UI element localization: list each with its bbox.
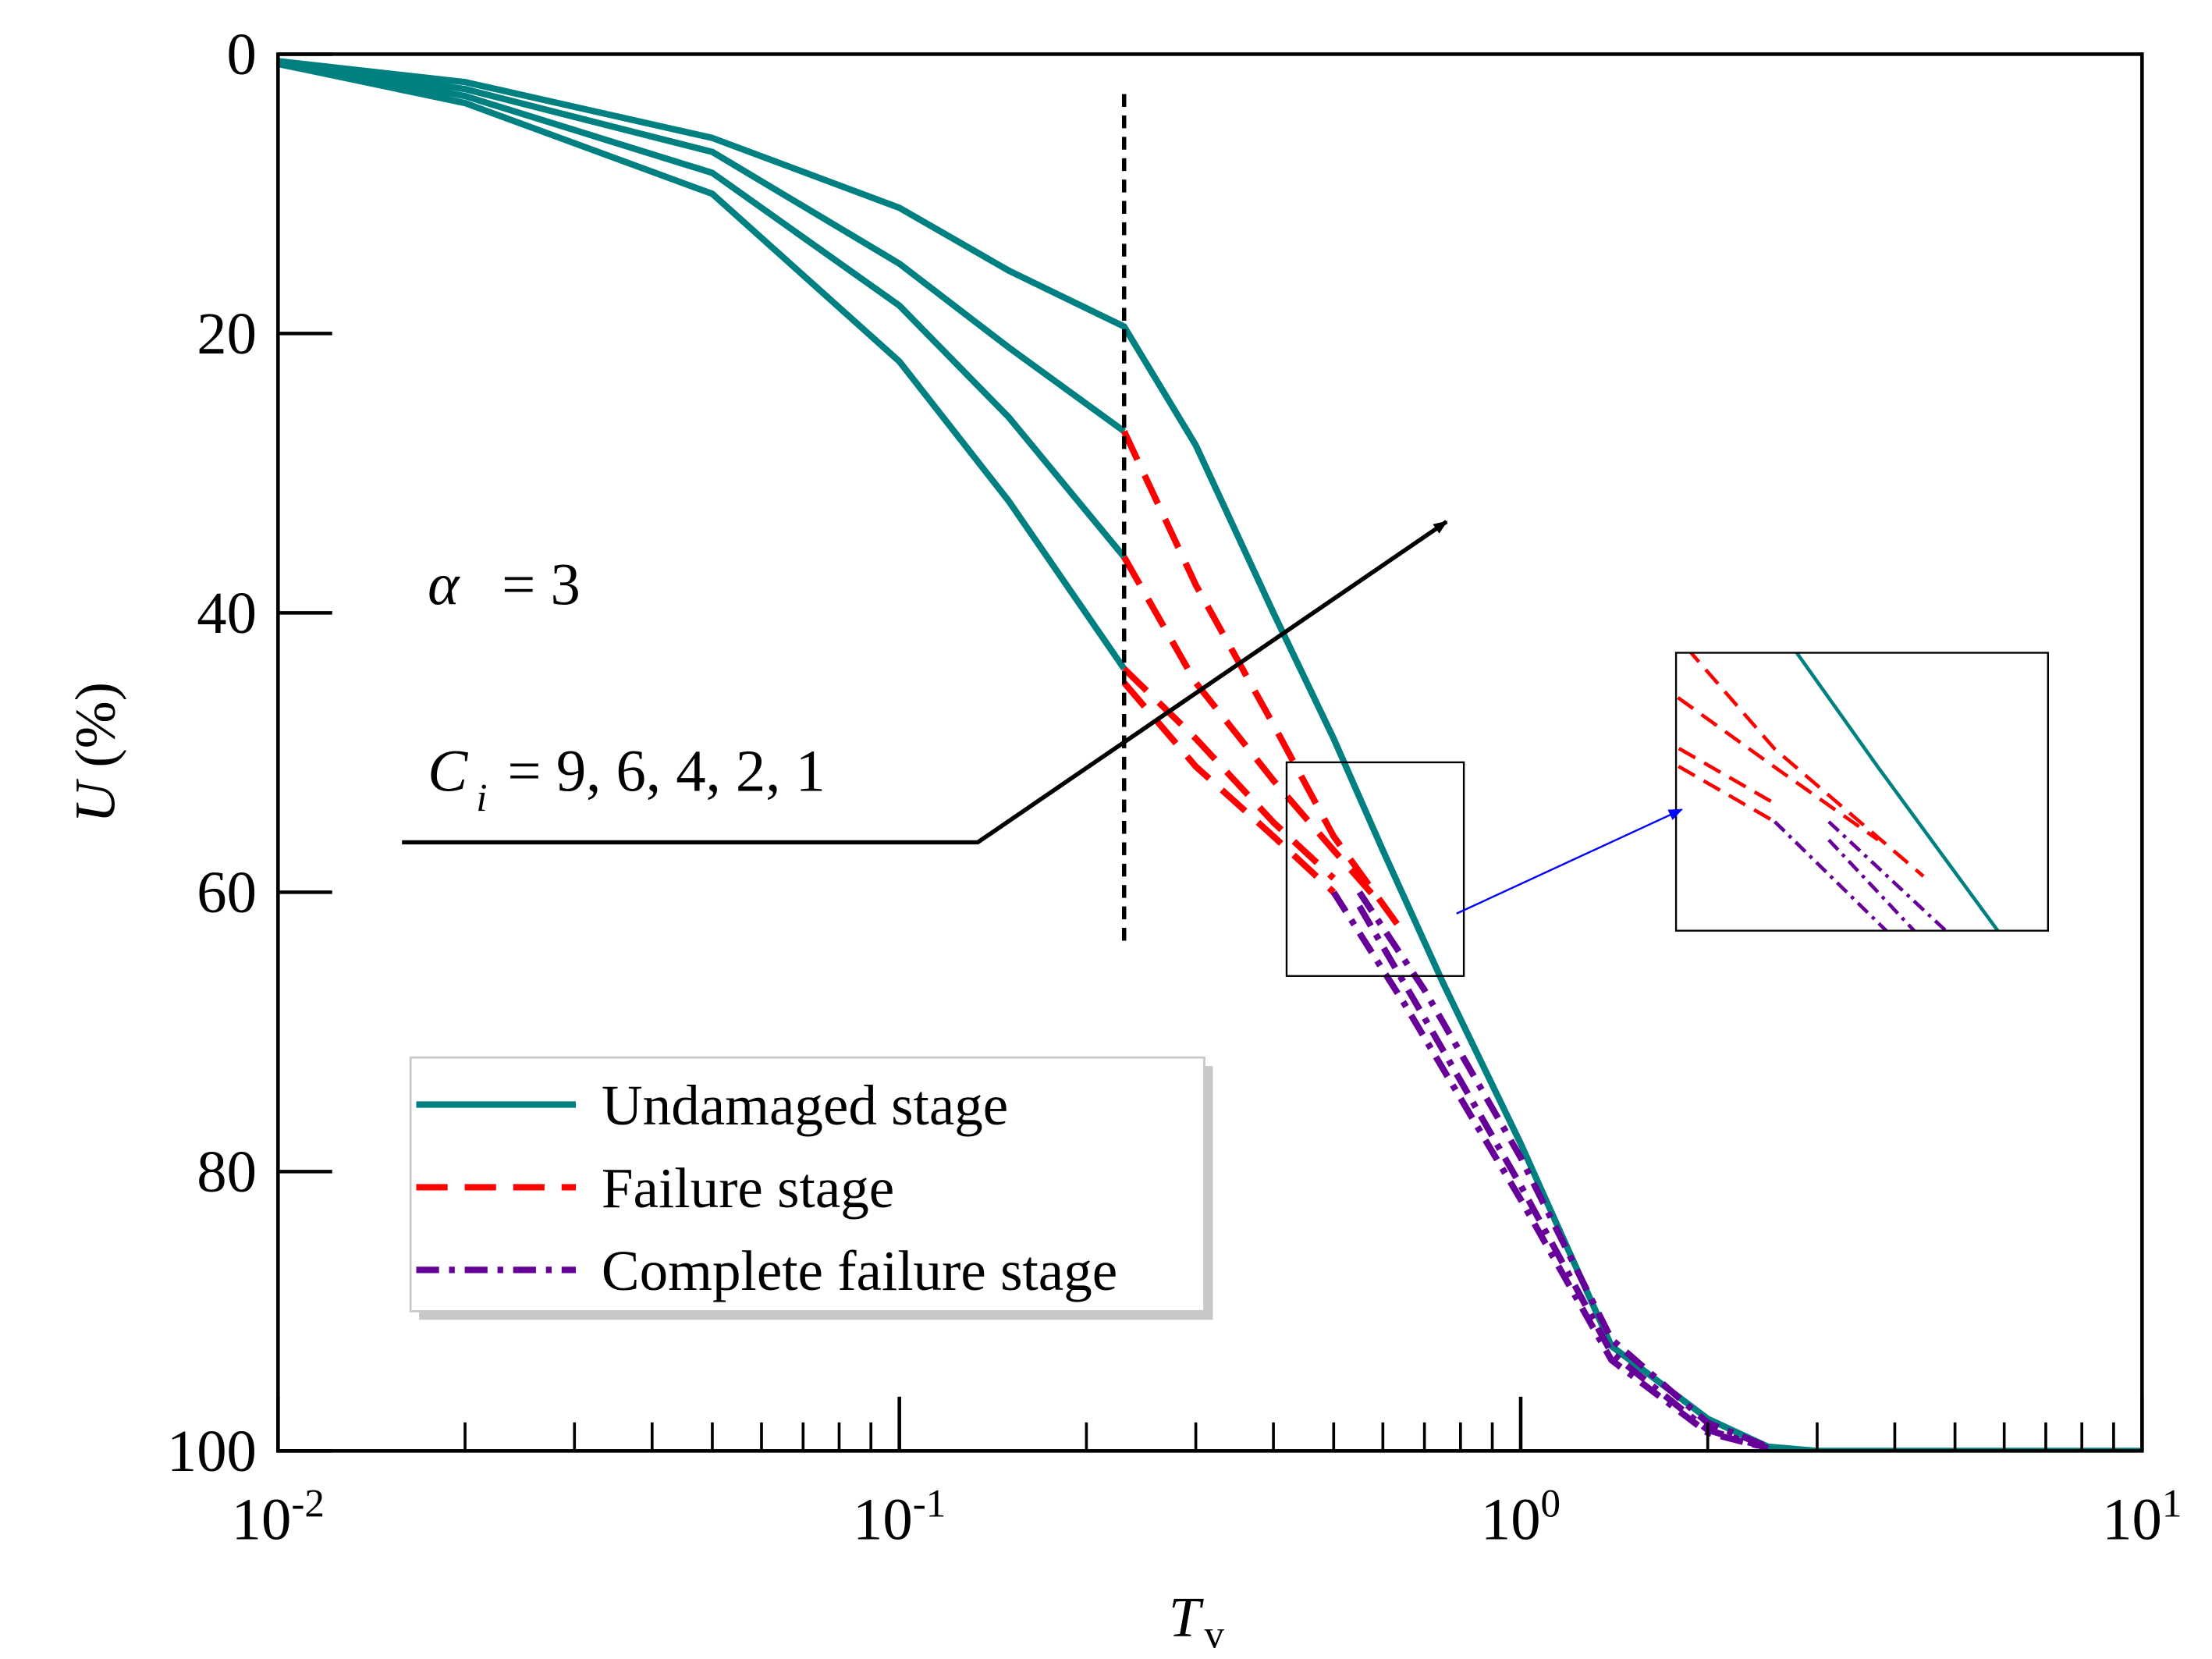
y-tick-label: 60 — [197, 859, 257, 925]
x-tick-exponent: 1 — [2162, 1481, 2182, 1526]
y-label-rest: (%) — [63, 682, 126, 768]
series-line — [1676, 762, 1776, 823]
x-tick-base: 10 — [1481, 1487, 1541, 1553]
zoom-box — [1285, 761, 1465, 977]
series-line — [1827, 820, 1949, 931]
series-line — [1121, 555, 1386, 908]
trend-arrow — [402, 520, 1448, 845]
x-tick-label: 10-2 — [232, 1481, 325, 1552]
series-line — [0, 0, 1335, 222]
series-line — [1676, 744, 1776, 805]
x-label: T — [1169, 1586, 1204, 1649]
y-tick-label: 0 — [227, 21, 257, 87]
c-symbol: C — [428, 738, 468, 805]
alpha-symbol: α — [428, 551, 460, 617]
series-line — [1356, 904, 1770, 1451]
legend-label: Complete failure stage — [602, 1239, 1117, 1302]
series-line — [1676, 694, 1880, 842]
series-line — [1688, 652, 1925, 878]
annotation: α = 3 C i = 9, 6, 4, 2, 1 — [428, 551, 826, 820]
y-tick-label: 40 — [197, 580, 257, 646]
inset-connector — [1456, 808, 1684, 915]
legend: Undamaged stage Failure stage Complete fai… — [409, 1056, 1213, 1320]
y-tick-label: 100 — [167, 1418, 257, 1484]
series-line — [1120, 429, 1408, 936]
plot-area — [278, 58, 2143, 1451]
y-tick-label: 80 — [197, 1139, 257, 1205]
series-line — [1356, 890, 1770, 1450]
plot-frame — [276, 52, 2144, 1453]
x-tick-exponent: -1 — [913, 1481, 946, 1526]
x-tick-label: 100 — [1481, 1481, 1560, 1552]
legend-label: Failure stage — [602, 1156, 894, 1220]
c-subscript: i — [476, 776, 487, 820]
x-tick-label: 101 — [2102, 1481, 2182, 1552]
x-tick-label: 10-1 — [853, 1481, 946, 1552]
x-tick-exponent: -2 — [291, 1481, 325, 1526]
series-line — [278, 60, 1127, 671]
series-line — [1121, 680, 1337, 895]
y-label: U (%) — [63, 682, 126, 823]
c-values: = 9, 6, 4, 2, 1 — [507, 738, 826, 805]
x-tick-base: 10 — [2102, 1487, 2162, 1553]
x-tick-base: 10 — [232, 1487, 292, 1553]
y-label-main: U — [63, 779, 126, 823]
series-line — [1330, 890, 1769, 1451]
series-line — [278, 58, 1127, 435]
x-tick-exponent: 0 — [1541, 1481, 1561, 1526]
inset-frame — [1674, 652, 2049, 932]
series-line — [1121, 666, 1337, 881]
inset — [0, 0, 2001, 931]
series-line — [278, 58, 2143, 1451]
legend-label: Undamaged stage — [602, 1074, 1008, 1137]
y-tick-label: 20 — [197, 300, 257, 367]
alpha-value: = 3 — [502, 551, 581, 617]
x-label-sub: v — [1205, 1612, 1225, 1657]
x-tick-base: 10 — [853, 1487, 913, 1553]
series-line — [278, 59, 1127, 560]
series-line — [1827, 838, 1917, 931]
